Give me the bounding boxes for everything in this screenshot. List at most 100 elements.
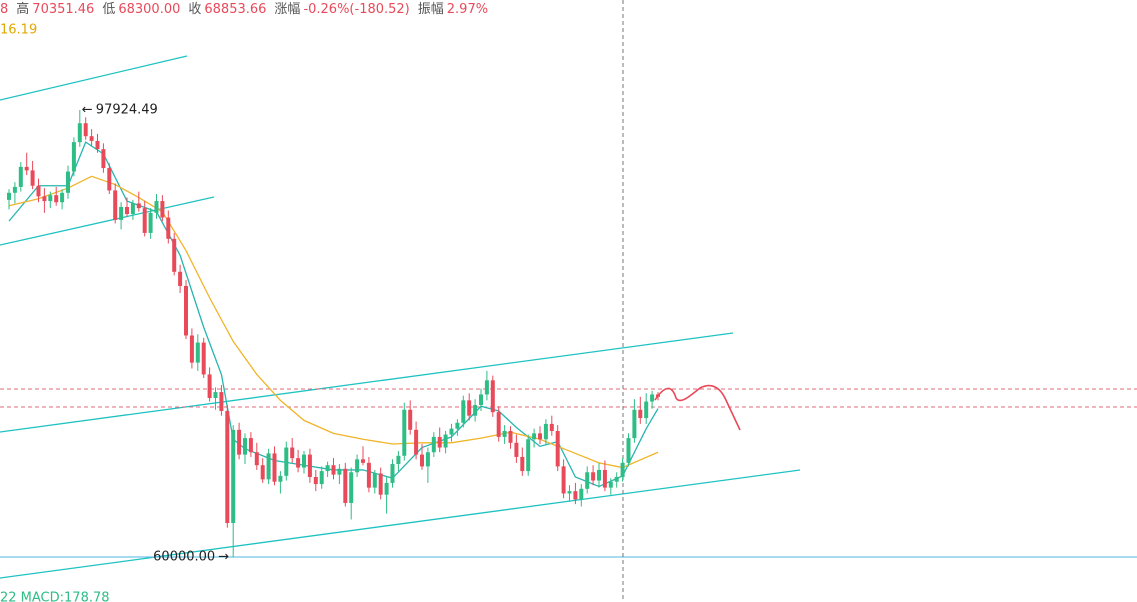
candle-body <box>467 400 472 416</box>
candle-body <box>60 192 65 203</box>
candle-body <box>378 473 383 495</box>
candle-body <box>366 462 371 488</box>
arrow: → <box>218 550 229 565</box>
candle-body <box>307 454 312 478</box>
candle-body <box>473 405 478 416</box>
candle-body <box>538 433 542 440</box>
candle-body <box>178 271 183 286</box>
header-item: -0.26%(-180.52) <box>303 2 409 17</box>
candle-body <box>266 453 271 480</box>
ma-label: 16.19 <box>0 23 37 38</box>
candle-body <box>343 468 348 503</box>
candle-body <box>119 206 124 220</box>
candle-body <box>325 465 330 472</box>
candle-body <box>213 392 218 398</box>
candle-body <box>620 462 625 478</box>
candle-body <box>313 477 318 485</box>
candle-body <box>166 217 171 239</box>
candle-body <box>496 412 501 437</box>
candle-body <box>219 392 224 411</box>
candle-body <box>644 401 649 419</box>
header-item: 收 <box>188 2 201 17</box>
candle-body <box>136 203 141 209</box>
candle-body <box>296 458 301 468</box>
candle-body <box>290 447 295 459</box>
candle-body <box>508 431 513 443</box>
candle-body <box>272 453 277 482</box>
candle-body <box>591 472 596 481</box>
candle-body <box>402 409 407 456</box>
candle-body <box>455 422 460 429</box>
macd-label: 22 MACD:178.78 <box>0 591 110 602</box>
plot: ← 97924.49 →60000.00 <box>7 102 660 565</box>
candle-body <box>443 434 448 448</box>
candle-body <box>526 439 531 472</box>
candle-body <box>95 140 100 150</box>
candle-body <box>243 438 247 455</box>
candle-body <box>425 452 430 467</box>
candle-body <box>579 488 584 500</box>
candle-body <box>142 208 147 233</box>
candle-body <box>260 465 265 480</box>
candle-body <box>107 168 112 191</box>
candle-body <box>195 342 200 363</box>
candle-body <box>130 203 135 215</box>
trend-line <box>0 196 215 246</box>
trend-line <box>0 55 188 101</box>
header-item: 8 <box>0 2 8 17</box>
candle-body <box>420 454 424 467</box>
candle-body <box>573 491 578 500</box>
forecast-path <box>654 384 741 431</box>
header-item: 涨幅 <box>274 2 300 17</box>
candle-body <box>201 342 206 375</box>
candle-body <box>18 166 23 187</box>
candle-body <box>372 473 377 488</box>
candle-body <box>254 452 259 466</box>
candle-body <box>396 455 401 465</box>
candle-body <box>113 190 118 220</box>
candle-body <box>632 409 637 439</box>
low-label: 60000.00 <box>153 550 215 565</box>
candle-body <box>278 475 283 482</box>
candle-body <box>614 477 619 482</box>
candle-body <box>154 201 159 213</box>
candle-body <box>172 238 177 272</box>
candle-body <box>48 195 53 202</box>
arrow: ← <box>82 102 93 117</box>
candle-body <box>89 136 94 141</box>
header-item: 高 <box>16 1 29 17</box>
candle-body <box>189 335 194 363</box>
candle-body <box>284 447 289 476</box>
candle-body <box>83 123 88 137</box>
header-item: 低 <box>102 2 115 17</box>
candle-body <box>7 192 11 200</box>
candle-body <box>77 123 82 143</box>
candle-body <box>461 400 466 423</box>
candle-body <box>602 469 607 488</box>
ma-line <box>8 141 659 488</box>
candle-body <box>390 464 395 483</box>
trend-line <box>0 332 734 433</box>
candle-body <box>520 456 525 472</box>
candle-body <box>319 471 324 485</box>
ma-line <box>8 175 659 469</box>
candle-body <box>532 433 537 440</box>
candle-body <box>248 438 253 453</box>
header-item: 68853.66 <box>204 2 266 17</box>
candle-body <box>42 196 47 202</box>
header-item: 68300.00 <box>118 2 180 17</box>
header-item: 2.97% <box>447 2 488 17</box>
candle-body <box>514 442 519 457</box>
candle-body <box>608 481 613 488</box>
candle-body <box>24 166 29 171</box>
header-item: 70351.46 <box>32 2 94 17</box>
candle-body <box>12 186 17 193</box>
candle-body <box>337 468 342 475</box>
candle-body <box>656 394 660 397</box>
candle-body <box>54 195 59 203</box>
candle-body <box>184 285 188 336</box>
candle-body <box>408 409 413 430</box>
candle-body <box>355 459 360 473</box>
